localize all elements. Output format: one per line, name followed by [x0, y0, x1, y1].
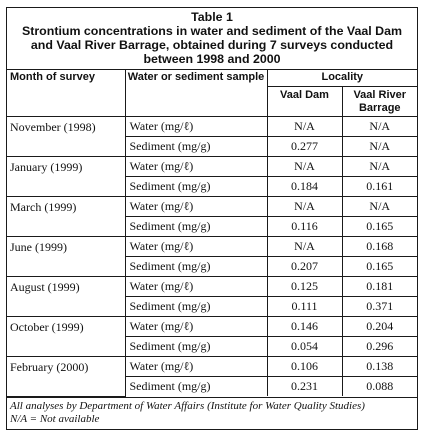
barrage-value: N/A	[341, 135, 418, 157]
vaal-dam-value: 0.125	[266, 275, 343, 297]
barrage-value: 0.181	[341, 275, 418, 297]
vaal-dam-value: 0.106	[266, 355, 343, 377]
header-barrage: Vaal River Barrage	[341, 85, 418, 117]
barrage-value: 0.168	[341, 235, 418, 257]
footnote-na: N/A = Not available	[10, 412, 100, 425]
sample-type: Sediment (mg/g)	[125, 335, 268, 357]
table-row: January (1999) Water (mg/ℓ) N/A N/A	[7, 155, 418, 197]
barrage-value: 0.296	[341, 335, 418, 357]
table-row: Sediment (mg/g) 0.054 0.296	[7, 335, 418, 357]
survey-month: January (1999)	[7, 155, 126, 197]
barrage-value: 0.161	[341, 175, 418, 197]
header-locality: Locality	[266, 70, 418, 87]
vaal-dam-value: 0.146	[266, 315, 343, 337]
data-table: Month of survey Water or sediment sample…	[7, 70, 418, 397]
sample-type: Water (mg/ℓ)	[124, 116, 268, 137]
survey-month: June (1999)	[7, 235, 126, 277]
header-vaal-dam: Vaal Dam	[267, 85, 343, 117]
barrage-value: N/A	[341, 195, 418, 217]
table-row: October (1999) Water (mg/ℓ) 0.146 0.204	[7, 315, 418, 357]
barrage-value: 0.204	[341, 315, 418, 337]
survey-month: October (1999)	[7, 315, 126, 357]
barrage-value: 0.138	[341, 355, 418, 377]
header-sample: Water or sediment sample	[124, 70, 268, 117]
vaal-dam-value: 0.207	[266, 255, 343, 277]
survey-month: August (1999)	[7, 275, 126, 317]
vaal-dam-value: N/A	[266, 235, 343, 257]
table-row: Sediment (mg/g) 0.231 0.088	[7, 375, 418, 396]
table-body: November (1998) Water (mg/ℓ) N/A N/A Sedimen…	[7, 116, 418, 397]
barrage-value: 0.165	[341, 215, 418, 237]
sample-type: Sediment (mg/g)	[125, 255, 268, 277]
sample-type: Sediment (mg/g)	[125, 295, 268, 317]
survey-month: November (1998)	[7, 116, 126, 157]
sample-type: Water (mg/ℓ)	[124, 195, 268, 217]
table-row: Sediment (mg/g) 0.116 0.165	[7, 215, 418, 237]
barrage-value: N/A	[341, 155, 418, 177]
table-label: Table 1	[191, 10, 233, 24]
vaal-dam-value: 0.054	[266, 335, 343, 357]
barrage-value: N/A	[341, 116, 418, 137]
table-row: August (1999) Water (mg/ℓ) 0.125 0.181	[7, 275, 418, 317]
sample-type: Water (mg/ℓ)	[124, 315, 268, 337]
sample-type: Sediment (mg/g)	[125, 175, 268, 197]
vaal-dam-value: 0.277	[266, 135, 343, 157]
table-row: February (2000) Water (mg/ℓ) 0.106 0.138	[7, 355, 418, 397]
barrage-value: 0.371	[341, 295, 418, 317]
sample-type: Water (mg/ℓ)	[124, 155, 268, 177]
table-row: March (1999) Water (mg/ℓ) N/A N/A	[7, 195, 418, 237]
table-caption: Strontium concentrations in water and se…	[21, 24, 403, 66]
sample-type: Sediment (mg/g)	[125, 135, 268, 157]
table-row: Sediment (mg/g) 0.111 0.371	[7, 295, 418, 317]
table-caption-block: Table 1 Strontium concentrations in wate…	[7, 8, 417, 70]
table-row: November (1998) Water (mg/ℓ) N/A N/A	[7, 116, 418, 157]
sample-type: Sediment (mg/g)	[125, 375, 268, 396]
footnotes: All analyses by Department of Water Affa…	[7, 396, 417, 429]
survey-month: March (1999)	[7, 195, 126, 237]
barrage-value: 0.088	[341, 375, 418, 396]
sample-type: Water (mg/ℓ)	[124, 275, 268, 297]
footnote-source: All analyses by Department of Water Affa…	[10, 399, 365, 412]
vaal-dam-value: 0.116	[266, 215, 343, 237]
header-month: Month of survey	[7, 70, 126, 117]
vaal-dam-value: N/A	[266, 116, 343, 137]
sample-type: Water (mg/ℓ)	[124, 235, 268, 257]
table-row: June (1999) Water (mg/ℓ) N/A 0.168	[7, 235, 418, 277]
barrage-value: 0.165	[341, 255, 418, 277]
sample-type: Sediment (mg/g)	[125, 215, 268, 237]
vaal-dam-value: 0.184	[266, 175, 343, 197]
vaal-dam-value: 0.231	[266, 375, 343, 396]
strontium-table: Table 1 Strontium concentrations in wate…	[6, 7, 418, 430]
vaal-dam-value: N/A	[266, 155, 343, 177]
survey-month: February (2000)	[7, 355, 126, 397]
vaal-dam-value: 0.111	[266, 295, 343, 317]
sample-type: Water (mg/ℓ)	[124, 355, 268, 377]
vaal-dam-value: N/A	[266, 195, 343, 217]
